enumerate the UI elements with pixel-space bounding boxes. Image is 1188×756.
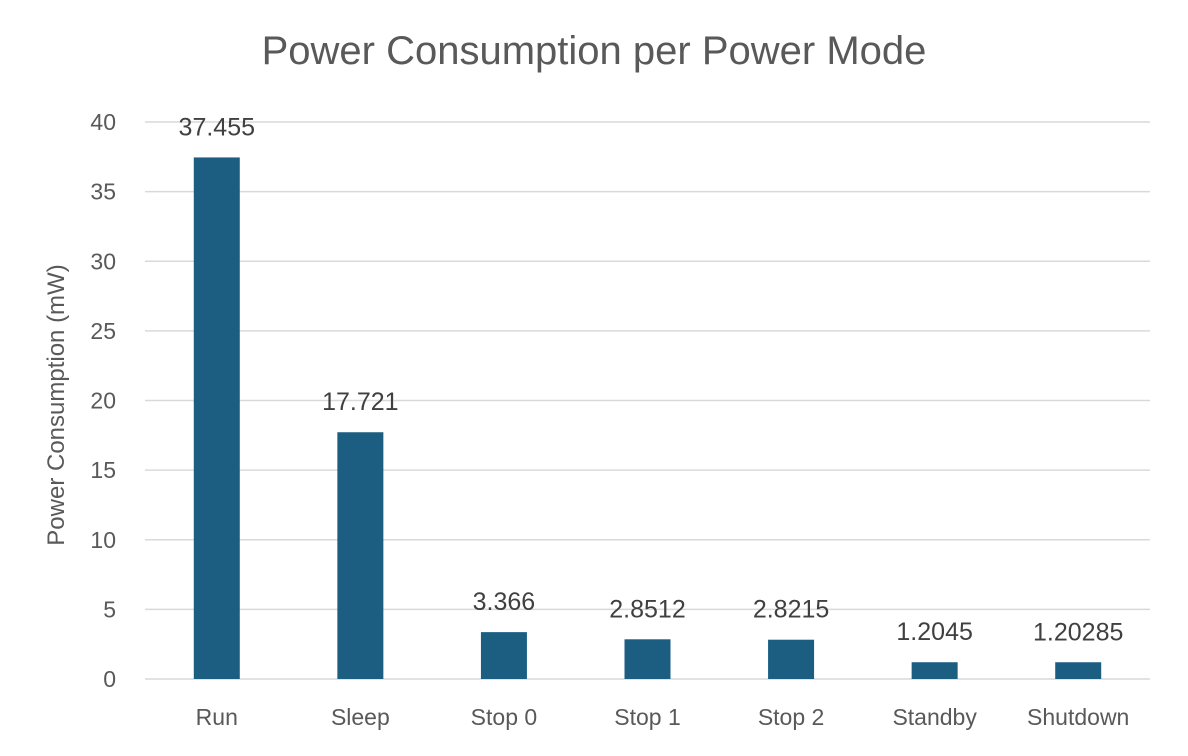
y-tick-label: 40 (90, 109, 116, 135)
bar (193, 157, 240, 680)
bar (480, 632, 527, 679)
x-axis-ticks: Run Sleep Stop 0 Stop 1 Stop 2 Standby Shutdow… (196, 704, 1130, 730)
data-label: 17.721 (322, 388, 398, 416)
data-label: 2.8215 (753, 596, 829, 624)
data-label: 37.455 (179, 113, 255, 141)
x-tick-label: Stop 0 (471, 704, 538, 730)
bar (624, 639, 671, 679)
x-tick-label: Stop 2 (758, 704, 825, 730)
data-labels: 37.455 17.721 3.366 2.8512 2.8215 1.2045 1.202… (179, 113, 1124, 646)
data-label: 3.366 (473, 588, 536, 616)
x-tick-label: Shutdown (1027, 704, 1129, 730)
y-tick-label: 5 (103, 596, 116, 622)
y-tick-label: 0 (103, 666, 116, 692)
data-label: 1.2045 (896, 618, 972, 646)
x-tick-label: Run (196, 704, 238, 730)
bar (1055, 662, 1102, 679)
y-tick-label: 15 (90, 457, 116, 483)
y-tick-label: 20 (90, 388, 116, 414)
bar (337, 432, 384, 679)
x-tick-label: Stop 1 (614, 704, 681, 730)
bar (768, 639, 815, 679)
y-axis-ticks: 0 5 10 15 20 25 30 35 40 (90, 109, 116, 692)
data-label: 2.8512 (609, 595, 685, 623)
x-tick-label: Standby (892, 704, 977, 730)
y-tick-label: 35 (90, 179, 116, 205)
y-axis-label: Power Consumption (mW) (43, 264, 70, 545)
bars (193, 157, 1102, 680)
gridlines (145, 121, 1150, 680)
y-tick-label: 30 (90, 248, 116, 274)
bar (911, 662, 958, 679)
chart-title: Power Consumption per Power Mode (262, 29, 927, 73)
y-tick-label: 10 (90, 527, 116, 553)
data-label: 1.20285 (1033, 618, 1123, 646)
x-tick-label: Sleep (331, 704, 390, 730)
y-tick-label: 25 (90, 318, 116, 344)
